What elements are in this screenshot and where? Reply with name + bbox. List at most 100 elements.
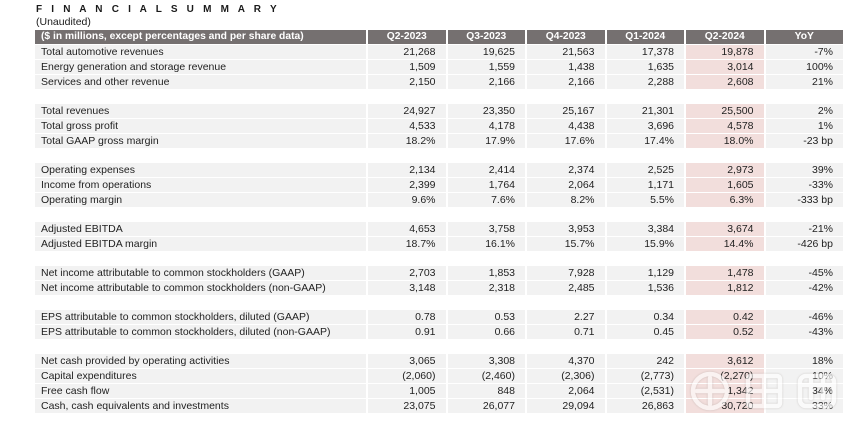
- table-row: Total gross profit 4,533 4,178 4,438 3,696 4,…: [35, 119, 843, 133]
- cell-value: 4,533: [366, 119, 446, 133]
- cell-value: 4,438: [525, 119, 605, 133]
- cell-value: 848: [445, 384, 525, 398]
- cell-value: 2,703: [366, 266, 446, 280]
- cell-value: 23,350: [445, 104, 525, 118]
- header-units-label: ($ in millions, except percentages and p…: [35, 30, 366, 44]
- cell-value: 2,288: [604, 75, 684, 89]
- cell-value: 26,077: [445, 399, 525, 413]
- financial-table: ($ in millions, except percentages and p…: [35, 30, 843, 414]
- cell-value: 21,563: [525, 45, 605, 59]
- cell-value: -333 bp: [763, 193, 843, 207]
- cell-value: -33%: [763, 178, 843, 192]
- cell-value: 8.2%: [525, 193, 605, 207]
- cell-value: 34%: [763, 384, 843, 398]
- row-label: Adjusted EBITDA: [35, 222, 366, 236]
- header-column-Q2-2023: Q2-2023: [366, 30, 446, 44]
- table-row: Total revenues 24,927 23,350 25,167 21,301 25…: [35, 104, 843, 118]
- cell-value: 1,171: [604, 178, 684, 192]
- row-label: Net income attributable to common stockh…: [35, 281, 366, 295]
- cell-value: 2,064: [525, 384, 605, 398]
- row-label: Income from operations: [35, 178, 366, 192]
- cell-value: (2,460): [445, 369, 525, 383]
- cell-value: 0.42: [684, 310, 764, 324]
- cell-value: 1%: [763, 119, 843, 133]
- cell-value: 2,608: [684, 75, 764, 89]
- cell-value: 17.9%: [445, 134, 525, 148]
- table-row: Services and other revenue 2,150 2,166 2,16…: [35, 75, 843, 89]
- cell-value: 15.9%: [604, 237, 684, 251]
- cell-value: 6.3%: [684, 193, 764, 207]
- cell-value: 16.1%: [445, 237, 525, 251]
- section-gap: [35, 252, 843, 266]
- cell-value: -42%: [763, 281, 843, 295]
- cell-value: 2,399: [366, 178, 446, 192]
- cell-value: 2,973: [684, 163, 764, 177]
- cell-value: 3,384: [604, 222, 684, 236]
- header-column-Q4-2023: Q4-2023: [525, 30, 605, 44]
- cell-value: 2,150: [366, 75, 446, 89]
- cell-value: 39%: [763, 163, 843, 177]
- cell-value: 2,525: [604, 163, 684, 177]
- cell-value: 21,301: [604, 104, 684, 118]
- financial-table-body: Total automotive revenues 21,268 19,625 21,…: [35, 45, 843, 413]
- row-label: Net income attributable to common stockh…: [35, 266, 366, 280]
- cell-value: 3,758: [445, 222, 525, 236]
- cell-value: 21%: [763, 75, 843, 89]
- table-row: Cash, cash equivalents and investments 23…: [35, 399, 843, 413]
- cell-value: 1,129: [604, 266, 684, 280]
- section-gap: [35, 208, 843, 222]
- cell-value: 2,414: [445, 163, 525, 177]
- row-label: Services and other revenue: [35, 75, 366, 89]
- section-gap: [35, 340, 843, 354]
- cell-value: 5.5%: [604, 193, 684, 207]
- cell-value: 4,178: [445, 119, 525, 133]
- cell-value: 3,308: [445, 354, 525, 368]
- cell-value: 1,005: [366, 384, 446, 398]
- cell-value: 26,863: [604, 399, 684, 413]
- cell-value: 18.0%: [684, 134, 764, 148]
- cell-value: 23,075: [366, 399, 446, 413]
- cell-value: 3,014: [684, 60, 764, 74]
- table-row: Operating expenses 2,134 2,414 2,374 2,525 2,…: [35, 163, 843, 177]
- cell-value: 21,268: [366, 45, 446, 59]
- cell-value: 4,653: [366, 222, 446, 236]
- table-row: Net income attributable to common stockh…: [35, 266, 843, 280]
- cell-value: -21%: [763, 222, 843, 236]
- table-row: Total GAAP gross margin 18.2% 17.9% 17.6% 17…: [35, 134, 843, 148]
- cell-value: 17.4%: [604, 134, 684, 148]
- cell-value: 19,625: [445, 45, 525, 59]
- table-row: Net income attributable to common stockh…: [35, 281, 843, 295]
- table-row: Free cash flow 1,005 848 2,064 (2,531) 1,342 3…: [35, 384, 843, 398]
- cell-value: 0.78: [366, 310, 446, 324]
- cell-value: 2.27: [525, 310, 605, 324]
- cell-value: 33%: [763, 399, 843, 413]
- table-row: EPS attributable to common stockholders,…: [35, 310, 843, 324]
- cell-value: 0.52: [684, 325, 764, 339]
- row-label: Operating expenses: [35, 163, 366, 177]
- cell-value: 2,166: [525, 75, 605, 89]
- cell-value: 4,370: [525, 354, 605, 368]
- cell-value: -43%: [763, 325, 843, 339]
- row-label: Operating margin: [35, 193, 366, 207]
- cell-value: 1,812: [684, 281, 764, 295]
- header-column-Q1-2024: Q1-2024: [604, 30, 684, 44]
- cell-value: 24,927: [366, 104, 446, 118]
- section-gap: [35, 296, 843, 310]
- cell-value: 0.34: [604, 310, 684, 324]
- table-header-row: ($ in millions, except percentages and p…: [35, 30, 843, 44]
- cell-value: 1,559: [445, 60, 525, 74]
- cell-value: 2,318: [445, 281, 525, 295]
- row-label: EPS attributable to common stockholders,…: [35, 310, 366, 324]
- cell-value: 1,342: [684, 384, 764, 398]
- cell-value: 25,167: [525, 104, 605, 118]
- cell-value: 1,536: [604, 281, 684, 295]
- header-column-YoY: YoY: [763, 30, 843, 44]
- row-label: Total automotive revenues: [35, 45, 366, 59]
- cell-value: 18.2%: [366, 134, 446, 148]
- row-label: Capital expenditures: [35, 369, 366, 383]
- cell-value: 29,094: [525, 399, 605, 413]
- cell-value: 3,696: [604, 119, 684, 133]
- cell-value: 10%: [763, 369, 843, 383]
- cell-value: 3,674: [684, 222, 764, 236]
- row-label: Free cash flow: [35, 384, 366, 398]
